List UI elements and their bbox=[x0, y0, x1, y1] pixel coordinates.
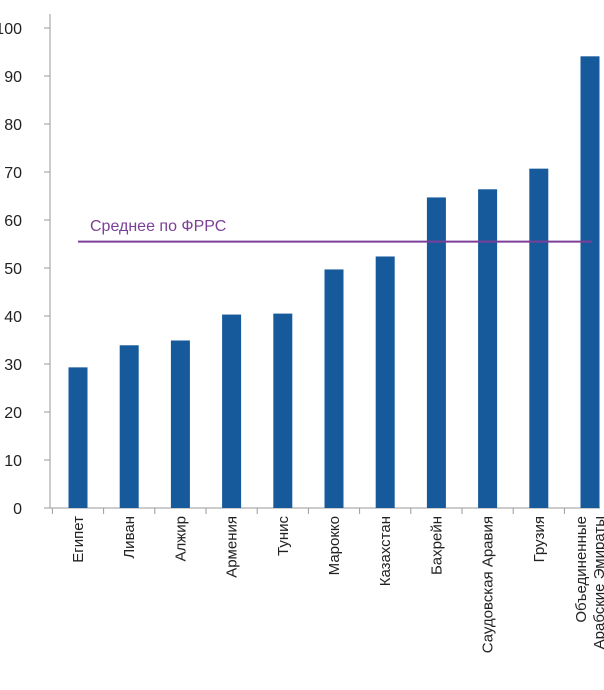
bar bbox=[68, 367, 88, 508]
bar bbox=[170, 340, 190, 508]
x-tick-label: Тунис bbox=[275, 516, 292, 556]
x-tick-label: Ливан bbox=[121, 516, 138, 559]
x-tick-label: Саудовская Аравия bbox=[480, 516, 497, 653]
bar bbox=[580, 56, 600, 508]
y-tick-label: 20 bbox=[4, 405, 22, 422]
x-tick-label: Алжир bbox=[172, 516, 189, 562]
y-tick-label: 30 bbox=[4, 357, 22, 374]
average-line-label: Среднее по ФРРС bbox=[90, 218, 226, 235]
bar bbox=[529, 168, 549, 508]
x-tick-label: ОбъединенныеАрабские Эмираты bbox=[573, 516, 604, 649]
y-tick-label: 10 bbox=[4, 453, 22, 470]
bar bbox=[478, 189, 498, 508]
x-tick-label: Армения bbox=[224, 516, 241, 578]
bar bbox=[324, 269, 344, 508]
y-tick-label: 40 bbox=[4, 309, 22, 326]
x-axis: Египет Ливан Алжир Армения Тунис Марокко Казах… bbox=[50, 507, 604, 653]
y-tick-label: 80 bbox=[4, 117, 22, 134]
y-tick-label: 70 bbox=[4, 165, 22, 182]
y-tick-label: 60 bbox=[4, 213, 22, 230]
x-tick-label: Бахрейн bbox=[428, 516, 445, 575]
bar bbox=[119, 345, 139, 508]
bar bbox=[375, 256, 395, 508]
y-tick-label: 50 bbox=[4, 261, 22, 278]
y-axis: 0 10 20 30 40 50 60 70 80 90 100 bbox=[0, 14, 51, 518]
bar bbox=[273, 313, 293, 508]
x-tick-label: Египет bbox=[70, 516, 87, 563]
y-tick-label: 90 bbox=[4, 69, 22, 86]
average-reference: Среднее по ФРРС bbox=[78, 218, 592, 243]
bars bbox=[68, 56, 600, 508]
y-tick-label: 100 bbox=[0, 21, 22, 38]
x-tick-label: Грузия bbox=[531, 516, 548, 562]
x-tick-label: Марокко bbox=[326, 516, 343, 575]
x-tick-label: Казахстан bbox=[377, 516, 394, 586]
bar bbox=[426, 197, 446, 508]
y-tick-label: 0 bbox=[13, 501, 22, 518]
bar bbox=[222, 314, 242, 508]
